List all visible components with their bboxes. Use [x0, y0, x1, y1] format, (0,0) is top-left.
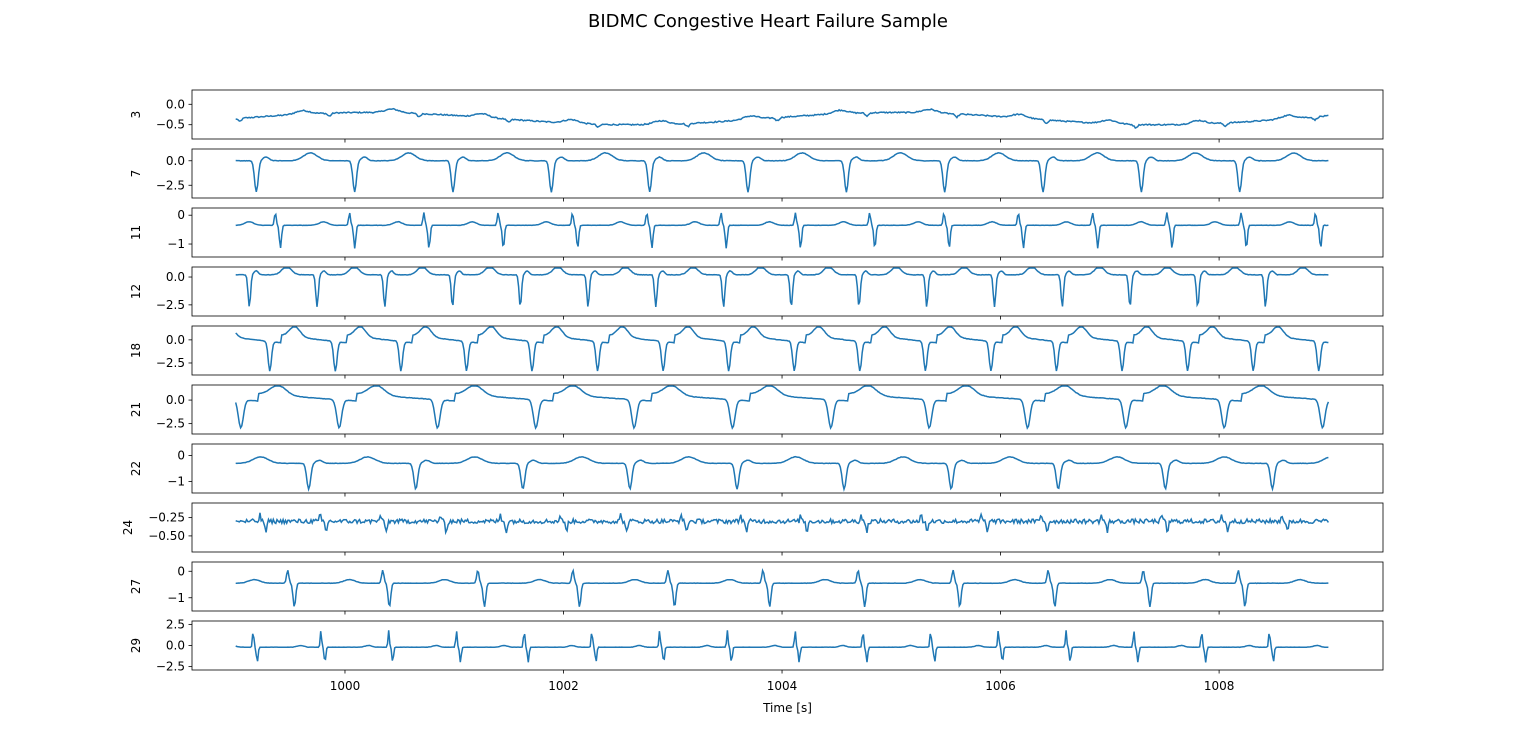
y-tick-label: 0.0: [166, 333, 185, 347]
y-tick-label: 0: [177, 208, 185, 222]
panel-ylabel-24: 24: [121, 520, 135, 535]
panel-frame-18: [191, 325, 1384, 376]
y-tick-label: −2.5: [156, 660, 185, 674]
y-tick-label: −1: [167, 591, 185, 605]
panel-frame-21: [191, 384, 1384, 435]
y-tick-label: 0.0: [166, 639, 185, 653]
y-tick-label: 0.0: [166, 393, 185, 407]
series-line-12: [235, 267, 1329, 308]
y-tick-label: −0.5: [156, 118, 185, 132]
panel-ylabel-21: 21: [129, 402, 143, 417]
x-tick-label: 1000: [330, 679, 361, 693]
panel-frame-11: [191, 207, 1384, 258]
series-line-3: [235, 107, 1329, 129]
y-tick-label: −1: [167, 474, 185, 488]
y-tick-label: 0.0: [166, 154, 185, 168]
x-tick-label: 1002: [548, 679, 579, 693]
series-line-24: [235, 511, 1330, 536]
series-line-27: [235, 568, 1329, 609]
panel-ylabel-11: 11: [129, 225, 143, 240]
panel-ylabel-12: 12: [129, 284, 143, 299]
y-tick-label: 0.0: [166, 97, 185, 111]
panel-ylabel-29: 29: [129, 638, 143, 653]
y-tick-label: 0: [177, 449, 185, 463]
y-tick-label: −2.5: [156, 356, 185, 370]
x-tick-label: 1008: [1204, 679, 1235, 693]
series-line-18: [235, 326, 1329, 372]
x-tick-label: 1004: [767, 679, 798, 693]
panel-ylabel-7: 7: [129, 170, 143, 178]
panel-frame-27: [191, 561, 1384, 612]
y-tick-label: 0.0: [166, 270, 185, 284]
y-tick-label: −1: [167, 237, 185, 251]
y-tick-label: −2.5: [156, 298, 185, 312]
series-line-7: [235, 151, 1329, 193]
y-tick-label: −0.50: [148, 529, 185, 543]
panel-frame-12: [191, 266, 1384, 317]
panel-frame-24: [191, 502, 1384, 553]
panel-frame-3: [191, 89, 1384, 140]
y-tick-label: 2.5: [166, 617, 185, 631]
y-tick-label: 0: [177, 564, 185, 578]
series-line-11: [235, 211, 1329, 249]
panel-frame-22: [191, 443, 1384, 494]
series-line-22: [235, 455, 1329, 493]
series-line-29: [235, 630, 1329, 663]
series-line-21: [234, 385, 1330, 431]
y-tick-label: −2.5: [156, 417, 185, 431]
y-tick-label: −2.5: [156, 178, 185, 192]
panel-ylabel-27: 27: [129, 579, 143, 594]
y-tick-label: −0.25: [148, 511, 185, 525]
panel-frame-7: [191, 148, 1384, 199]
panel-ylabel-3: 3: [129, 111, 143, 119]
chart-title: BIDMC Congestive Heart Failure Sample: [588, 11, 948, 32]
x-tick-label: 1006: [985, 679, 1016, 693]
panel-ylabel-18: 18: [129, 343, 143, 358]
x-axis-label: Time [s]: [762, 701, 812, 715]
panel-ylabel-22: 22: [129, 461, 143, 476]
